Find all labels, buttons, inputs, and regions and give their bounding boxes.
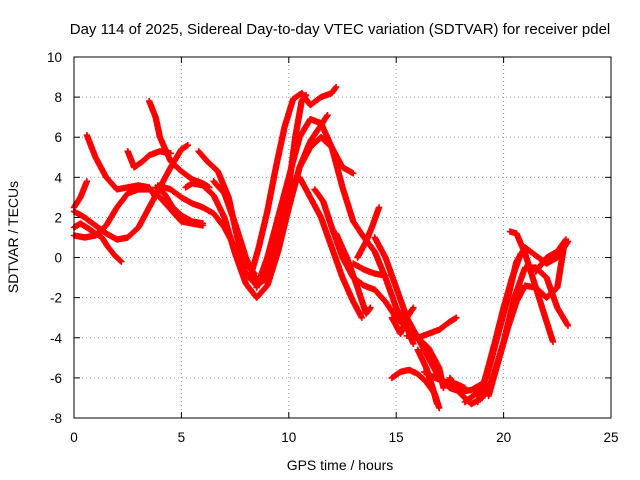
data-point-markers <box>354 204 383 261</box>
series-arc-16 <box>311 186 447 392</box>
data-point-markers <box>253 116 417 347</box>
y-tick-label: 4 <box>54 170 62 185</box>
y-tick-label: -4 <box>50 331 62 346</box>
axis-ticks <box>73 56 612 419</box>
x-tick-labels: 0 5 10 15 20 25 <box>70 430 618 445</box>
series-arc-22 <box>403 314 460 341</box>
y-tick-labels: -8 -6 -4 -2 0 2 4 6 8 10 <box>47 50 63 426</box>
y-axis-label: SDTVAR / TECUs <box>5 181 21 293</box>
x-tick-label: 15 <box>389 430 404 445</box>
data-point-markers <box>152 184 207 227</box>
series-arc-8 <box>152 184 207 227</box>
series-arc-28 <box>474 250 524 406</box>
series-arc-30 <box>506 228 557 345</box>
y-tick-label: 10 <box>47 50 62 65</box>
data-point-markers <box>388 304 417 337</box>
chart-title: Day 114 of 2025, Sidereal Day-to-day VTE… <box>70 21 611 38</box>
plot-frame <box>73 56 612 419</box>
series-arc-31 <box>532 236 570 275</box>
y-tick-label: 8 <box>54 90 62 105</box>
y-tick-label: -6 <box>50 371 62 386</box>
data-point-markers <box>350 260 389 279</box>
y-tick-label: 6 <box>54 130 62 145</box>
data-point-markers <box>83 132 159 201</box>
data-point-markers <box>311 186 447 392</box>
x-tick-label: 10 <box>281 430 296 445</box>
data-point-markers <box>474 250 524 406</box>
series-arc-13 <box>246 83 340 281</box>
series-arc-5 <box>83 132 159 201</box>
x-tick-label: 20 <box>496 430 511 445</box>
data-point-markers <box>296 174 365 321</box>
x-tick-label: 0 <box>70 430 78 445</box>
series-arc-19 <box>350 260 389 279</box>
series-arc-21 <box>388 304 417 337</box>
data-point-markers <box>532 236 570 275</box>
y-tick-label: -8 <box>50 411 62 426</box>
data-point-markers <box>506 228 557 345</box>
series-arc-7 <box>146 97 213 191</box>
y-tick-label: 0 <box>54 251 62 266</box>
data-point-markers <box>403 314 460 341</box>
x-tick-label: 5 <box>178 430 186 445</box>
data-point-markers <box>146 97 213 191</box>
data-point-markers <box>332 230 374 317</box>
series-arc-15 <box>296 174 365 321</box>
data-point-markers <box>246 83 340 281</box>
series-arc-17 <box>332 230 374 317</box>
x-tick-label: 25 <box>603 430 618 445</box>
series-arc-18 <box>354 204 383 261</box>
y-tick-label: 2 <box>54 210 62 225</box>
x-axis-label: GPS time / hours <box>287 457 394 473</box>
y-tick-label: -2 <box>50 291 62 306</box>
series-arc-14 <box>253 116 417 347</box>
data-marks <box>70 83 572 412</box>
